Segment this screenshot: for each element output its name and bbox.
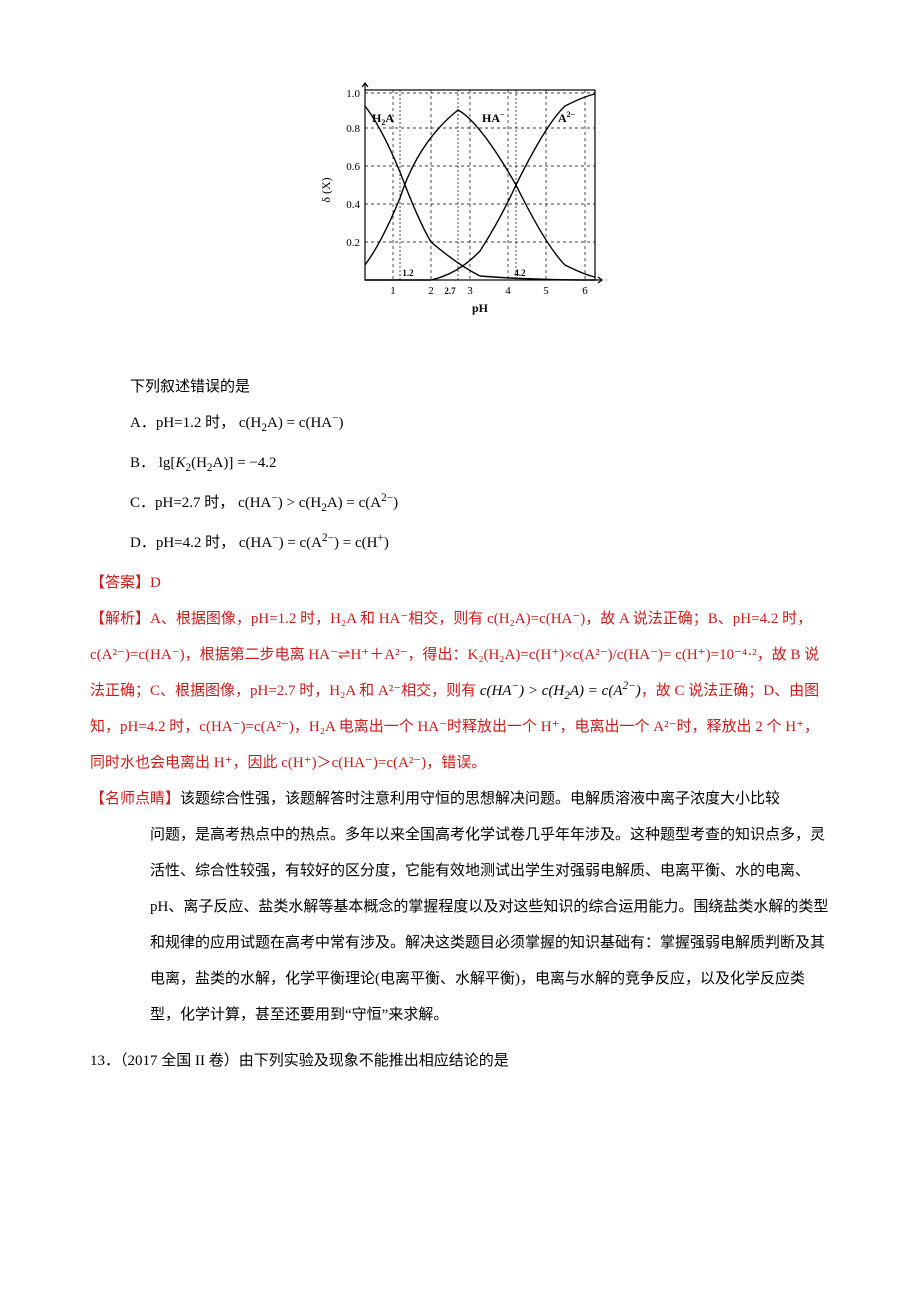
answer-label: 【答案】 [90,575,150,591]
svg-text:0.4: 0.4 [346,199,360,211]
teacher-note-label: 【名师点睛】 [90,791,180,807]
answer-value: D [150,575,161,591]
question-13: 13．（2017 全国 II 卷）由下列实验及现象不能推出相应结论的是 [90,1043,830,1079]
svg-text:6: 6 [582,285,588,297]
svg-text:1: 1 [390,285,396,297]
teacher-note-body: 问题，是高考热点中的热点。多年以来全国高考化学试卷几乎年年涉及。这种题型考查的知… [150,817,830,1033]
analysis-label: 【解析】 [90,611,150,627]
svg-text:0.2: 0.2 [346,237,360,249]
analysis-block: 【解析】A、根据图像，pH=1.2 时，H₂A 和 HA⁻相交，则有 c(H₂A… [90,601,830,781]
teacher-note-block: 【名师点睛】该题综合性强，该题解答时注意利用守恒的思想解决问题。电解质溶液中离子… [90,781,830,1033]
option-d-text: D．pH=4.2 时， [130,535,235,551]
svg-text:pH: pH [472,301,489,315]
option-b: B． lg[K2(H2A)] = −4.2 [130,445,830,481]
analysis-formula-image: c(HA−) > c(H2A) = c(A2−) [480,683,641,699]
option-a: A．pH=1.2 时， c(H2A) = c(HA−) [130,405,830,441]
svg-text:0.8: 0.8 [346,123,360,135]
svg-text:5: 5 [543,285,549,297]
svg-text:1.2: 1.2 [402,268,414,278]
svg-text:4: 4 [505,285,511,297]
svg-text:3: 3 [467,285,473,297]
answer-block: 【答案】D [90,565,830,601]
svg-text:0.6: 0.6 [346,161,360,173]
option-a-text: A．pH=1.2 时， [130,415,235,431]
svg-text:2: 2 [428,285,434,297]
question-stem: 下列叙述错误的是 [130,369,830,405]
teacher-note-body-inline: 该题综合性强，该题解答时注意利用守恒的思想解决问题。电解质溶液中离子浓度大小比较 [180,791,780,807]
svg-text:δ (X): δ (X) [319,177,333,202]
species-distribution-chart: 0.2 0.4 0.6 0.8 1.0 1 2 3 4 5 6 1.2 2.7 … [90,80,830,339]
option-d: D．pH=4.2 时， c(HA−) = c(A2−) = c(H+) [130,525,830,561]
svg-text:2.7: 2.7 [444,286,456,296]
option-c-text: C．pH=2.7 时， [130,495,234,511]
option-c: C．pH=2.7 时， c(HA−) > c(H2A) = c(A2−) [130,485,830,521]
svg-text:1.0: 1.0 [346,88,360,100]
svg-text:4.2: 4.2 [514,268,526,278]
option-b-text: B． [130,455,155,471]
